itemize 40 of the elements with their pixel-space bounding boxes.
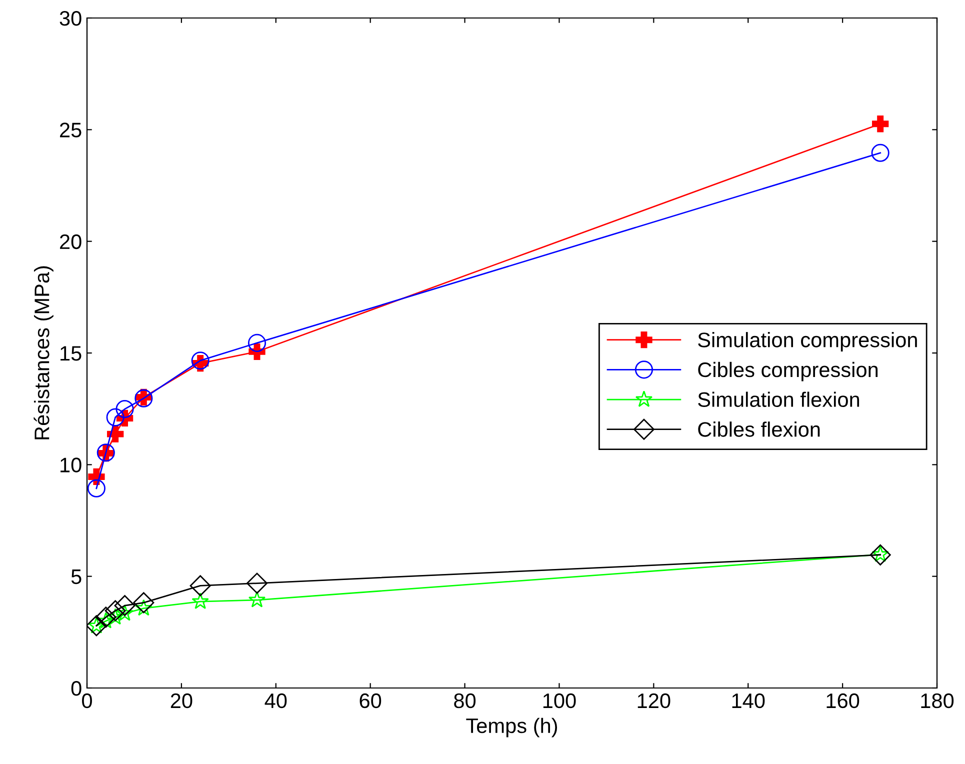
point xyxy=(248,590,266,608)
legend-label: Cibles flexion xyxy=(698,422,820,437)
point xyxy=(95,606,116,628)
y-tick-label: 0 xyxy=(71,681,82,696)
point xyxy=(87,479,106,498)
point xyxy=(246,572,268,594)
y-tick-label: 15 xyxy=(60,346,82,361)
y-tick-label: 25 xyxy=(60,122,82,138)
y-tick-label: 20 xyxy=(60,234,82,250)
y-tick-label: 10 xyxy=(60,458,82,472)
point xyxy=(871,144,890,162)
x-tick-label: 40 xyxy=(264,693,287,708)
x-tick-label: 180 xyxy=(921,693,954,708)
point xyxy=(104,600,126,622)
y-axis-title: Résistances (MPa) xyxy=(34,266,54,440)
point xyxy=(190,575,211,596)
x-tick-label: 120 xyxy=(638,693,670,708)
x-tick-label: 20 xyxy=(170,693,192,708)
point xyxy=(870,544,891,566)
legend-label: Cibles compression xyxy=(698,362,878,382)
x-tick-label: 60 xyxy=(360,693,382,708)
point xyxy=(133,592,154,614)
y-tick-label: 30 xyxy=(60,11,82,26)
point xyxy=(107,426,124,442)
x-tick-label: 100 xyxy=(543,693,576,708)
x-tick-label: 160 xyxy=(826,693,860,708)
point xyxy=(114,595,136,616)
point xyxy=(248,334,266,352)
y-tick-label: 5 xyxy=(71,570,82,584)
point xyxy=(116,400,134,418)
x-axis-title: Temps (h) xyxy=(466,718,558,738)
point xyxy=(192,592,209,610)
point xyxy=(106,408,124,426)
point xyxy=(191,352,210,370)
legend-label: Simulation compression xyxy=(698,332,917,352)
x-tick-label: 140 xyxy=(732,693,765,708)
x-tick-label: 0 xyxy=(82,693,92,708)
point xyxy=(872,116,889,132)
x-tick-label: 80 xyxy=(454,693,476,708)
legend-label: Simulation flexion xyxy=(698,392,860,408)
